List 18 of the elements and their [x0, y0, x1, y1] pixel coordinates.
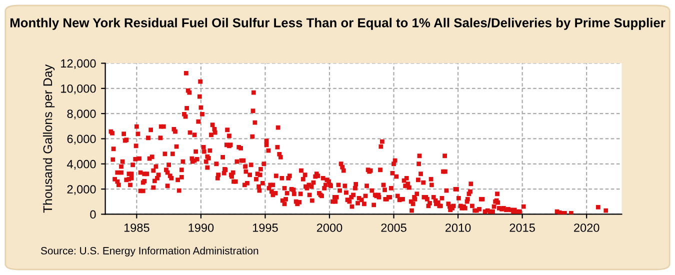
- x-tick-label: 1990: [188, 224, 214, 232]
- y-tick-label: 8,000: [67, 110, 96, 120]
- source-note: Source: U.S. Energy Information Administration: [40, 246, 258, 256]
- x-tick-label: 2000: [316, 224, 342, 232]
- y-tick-label: 12,000: [61, 59, 96, 70]
- x-tick-label: 2020: [574, 224, 600, 232]
- x-tick-label: 1995: [252, 224, 278, 232]
- chart-title: Monthly New York Residual Fuel Oil Sulfur Less Than or Equal to 1% All Sales/Deliveries by Prime Supplier: [10, 18, 666, 30]
- y-tick-label: 6,000: [67, 134, 96, 145]
- y-tick-label: 2,000: [67, 185, 96, 195]
- x-tick-label: 2010: [446, 224, 471, 232]
- y-tick-label: 4,000: [67, 160, 96, 170]
- y-tick-label: 10,000: [61, 84, 96, 94]
- x-tick-label: 2015: [510, 224, 535, 232]
- y-axis-title: Thousand Gallons per Day: [42, 64, 55, 213]
- y-tick-label: 0: [90, 210, 96, 219]
- x-tick-label: 2005: [381, 224, 406, 232]
- x-tick-label: 1985: [124, 224, 150, 232]
